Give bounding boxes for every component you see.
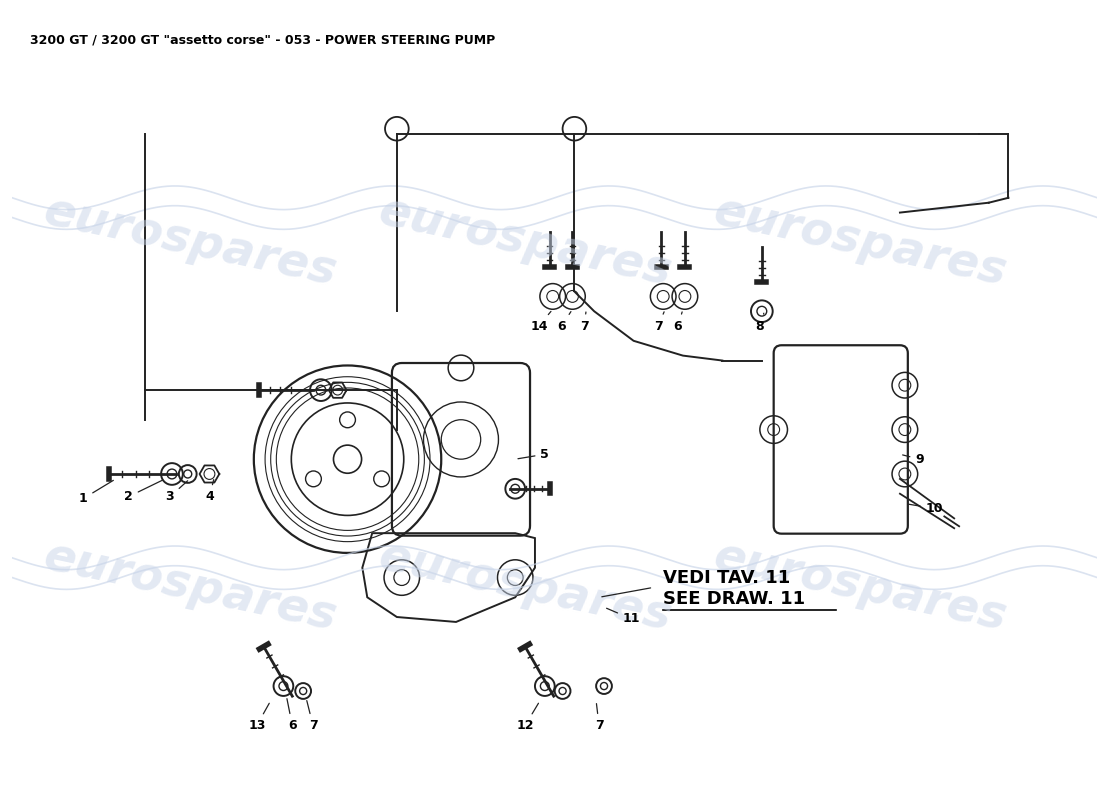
Text: 6: 6 — [558, 311, 571, 333]
Text: eurospares: eurospares — [374, 534, 675, 641]
Text: eurospares: eurospares — [39, 189, 340, 295]
Text: 6: 6 — [673, 312, 682, 333]
Text: 7: 7 — [653, 312, 664, 333]
Text: 3: 3 — [166, 481, 188, 503]
Text: 7: 7 — [307, 701, 318, 732]
Text: 2: 2 — [124, 480, 163, 503]
Text: 7: 7 — [580, 312, 588, 333]
Text: 4: 4 — [205, 480, 213, 503]
Text: VEDI TAV. 11: VEDI TAV. 11 — [663, 569, 791, 586]
Text: 14: 14 — [530, 311, 551, 333]
Text: 8: 8 — [756, 313, 764, 333]
Text: eurospares: eurospares — [710, 534, 1011, 641]
Text: 3200 GT / 3200 GT "assetto corse" - 053 - POWER STEERING PUMP: 3200 GT / 3200 GT "assetto corse" - 053 … — [30, 33, 495, 46]
Text: 6: 6 — [287, 698, 297, 732]
Text: 10: 10 — [908, 502, 943, 515]
Text: 13: 13 — [249, 703, 270, 732]
Text: eurospares: eurospares — [39, 534, 340, 641]
Text: 7: 7 — [595, 704, 604, 732]
Text: SEE DRAW. 11: SEE DRAW. 11 — [663, 590, 805, 608]
Text: 12: 12 — [516, 703, 539, 732]
Text: eurospares: eurospares — [710, 189, 1011, 295]
Text: eurospares: eurospares — [374, 189, 675, 295]
Text: 5: 5 — [518, 448, 549, 461]
Text: 1: 1 — [79, 480, 113, 505]
Text: 9: 9 — [903, 453, 924, 466]
Text: 11: 11 — [606, 608, 640, 626]
